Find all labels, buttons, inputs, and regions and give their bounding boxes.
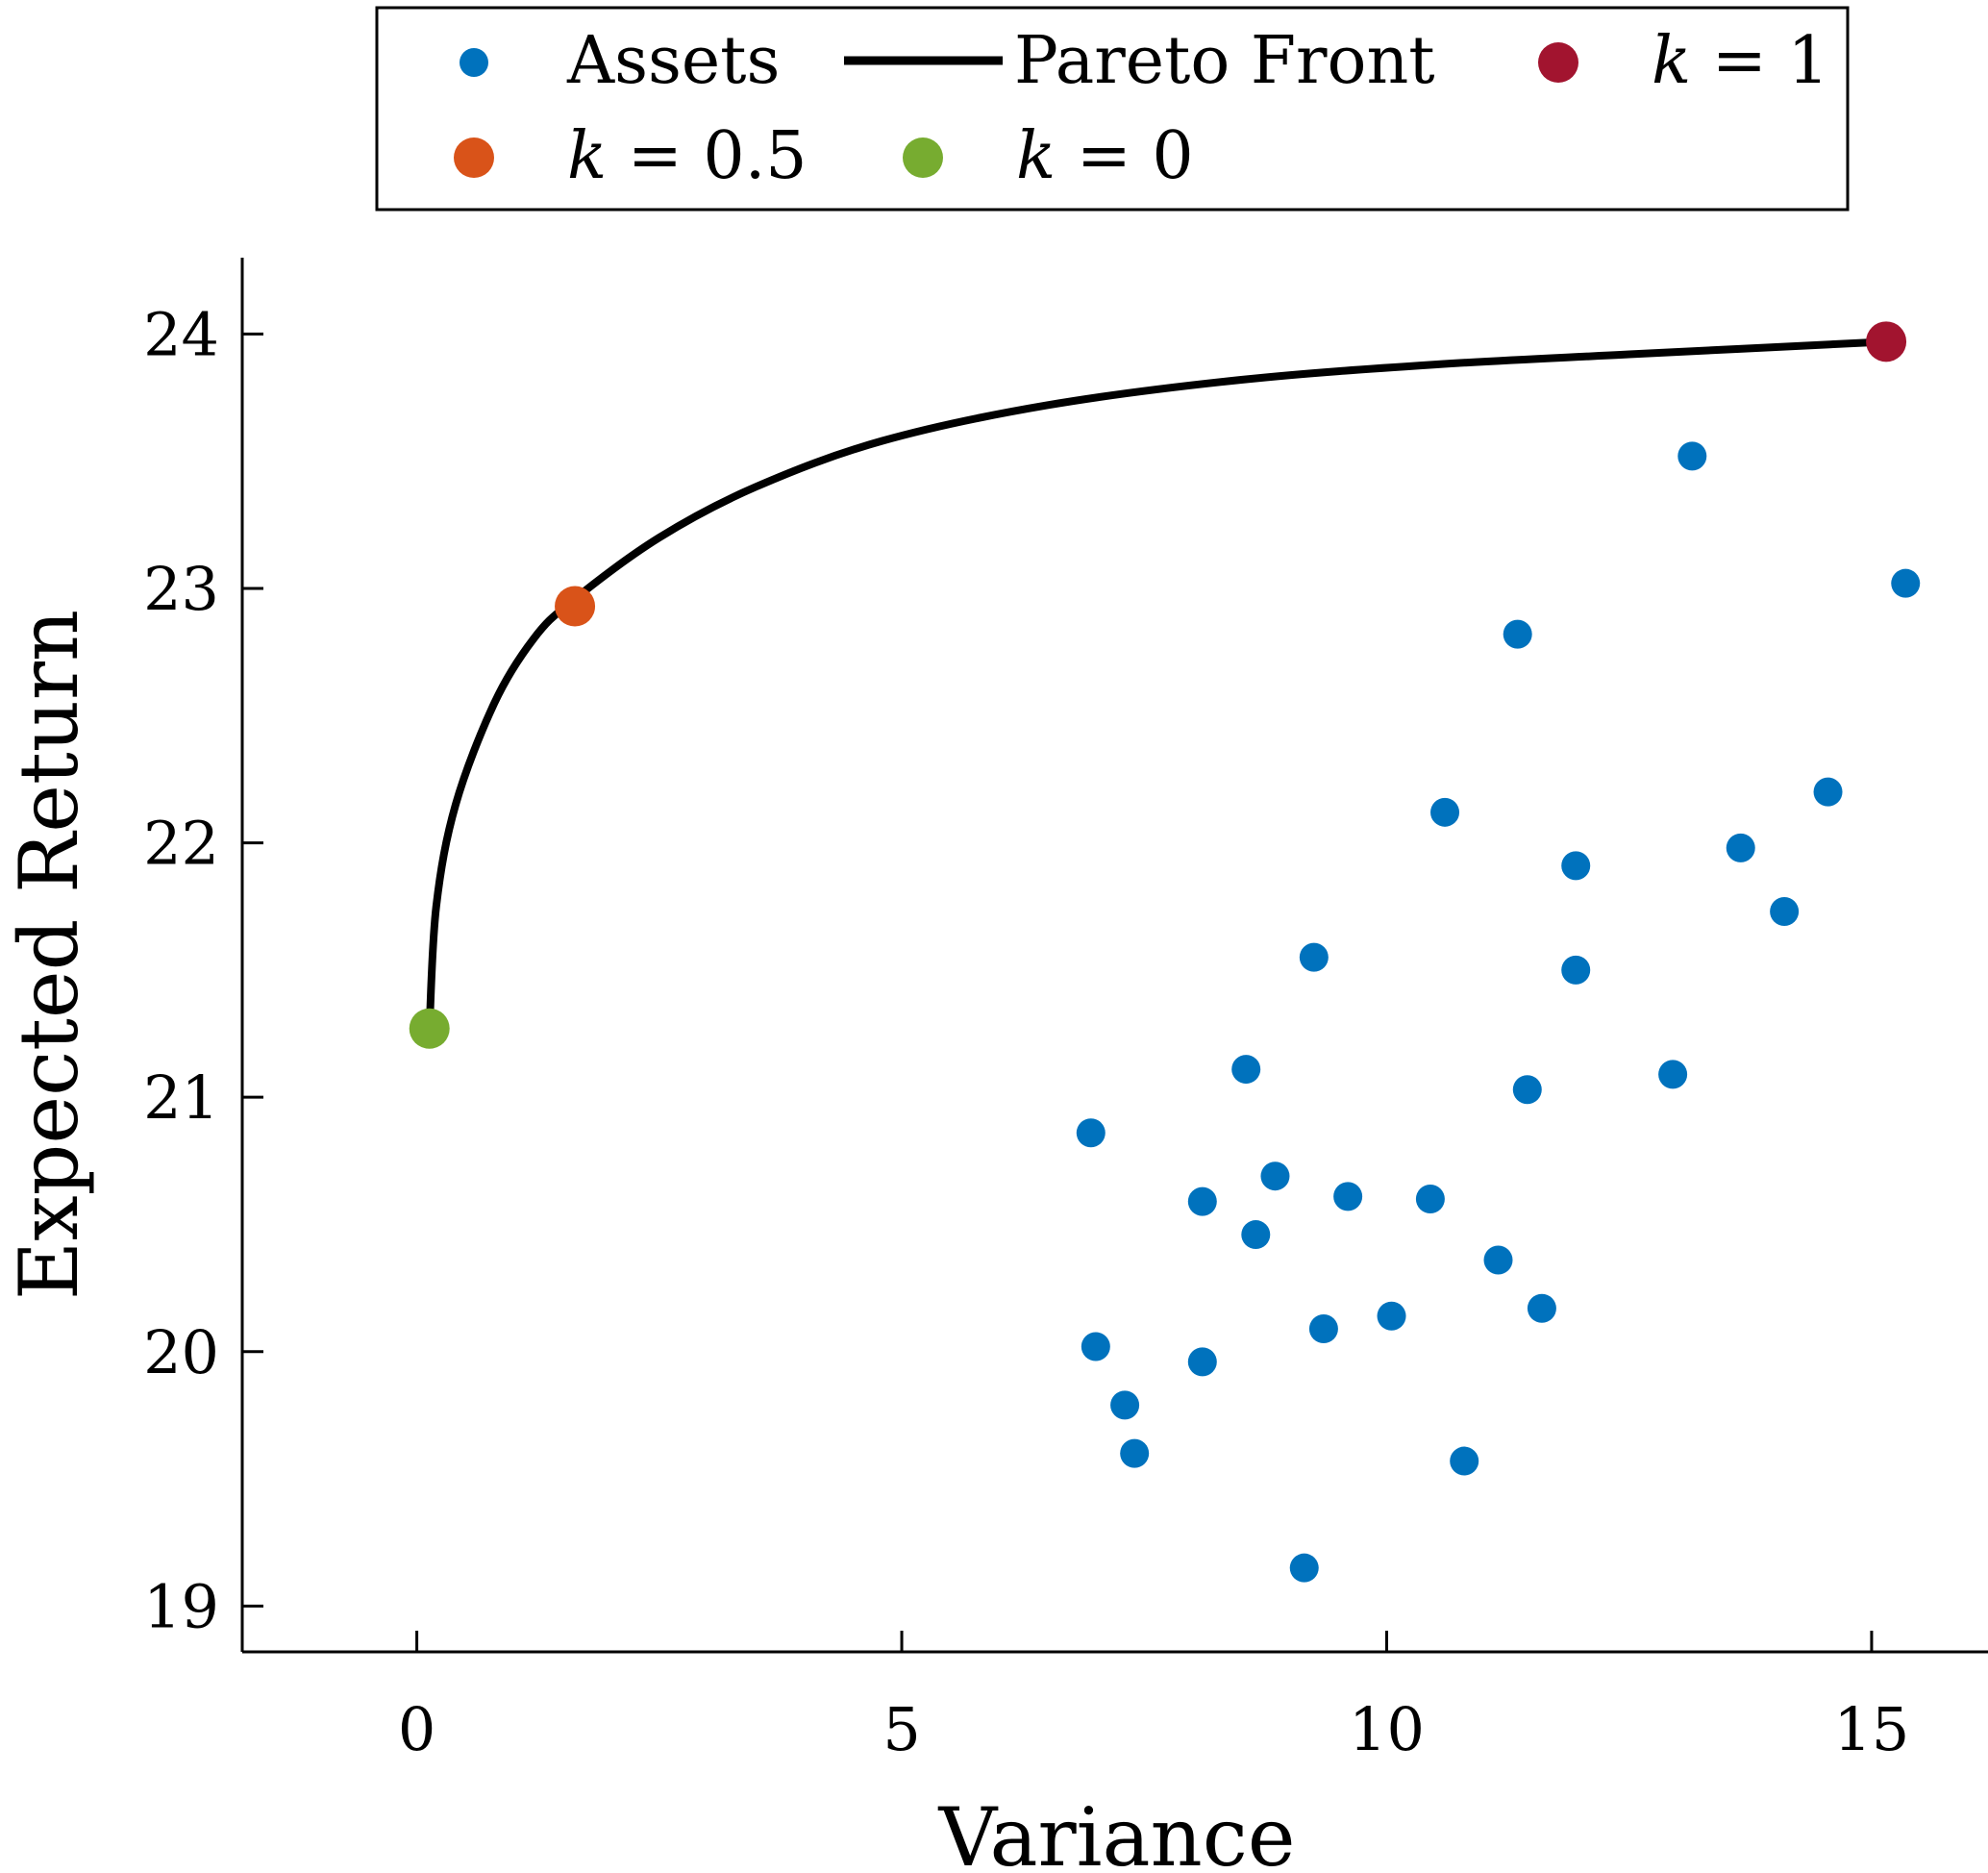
asset-point-3	[1813, 777, 1843, 807]
asset-point-9	[1561, 955, 1591, 985]
y-tick-label-2: 21	[143, 1062, 219, 1133]
legend-label-k05-eq: = 0.5	[607, 118, 807, 194]
asset-point-28	[1289, 1553, 1319, 1583]
y-tick-label-3: 22	[143, 809, 219, 879]
asset-point-13	[1076, 1118, 1106, 1148]
legend-label-k0-eq: = 0	[1056, 118, 1193, 194]
axes: 0 5 10 15 19 20 21 22 23 24 Variance Expected Re…	[2, 258, 1988, 1873]
asset-point-10	[1231, 1055, 1261, 1085]
legend-label-pareto-front: Pareto Front	[1014, 23, 1435, 99]
x-tick-label-3: 15	[1833, 1694, 1909, 1764]
x-tick-label-1: 5	[882, 1694, 920, 1764]
series-line-pareto-front	[425, 337, 1891, 1033]
asset-point-7	[1770, 897, 1800, 927]
asset-point-22	[1308, 1313, 1338, 1343]
asset-point-21	[1377, 1301, 1406, 1331]
legend-marker-k0	[903, 137, 943, 178]
legend-label-k1-var: k	[1652, 23, 1691, 99]
legend-marker-assets	[460, 48, 488, 77]
plot-area	[409, 321, 1921, 1583]
x-ticks: 0 5 10 15	[398, 1631, 1909, 1764]
marker-k-1	[1866, 321, 1907, 362]
legend-label-assets: Assets	[566, 23, 780, 99]
marker-k-0	[409, 1008, 450, 1049]
asset-point-24	[1187, 1347, 1217, 1377]
legend-label-k05: k = 0.5	[567, 118, 808, 194]
legend-label-k1-eq: = 1	[1691, 23, 1828, 99]
legend-label-k0-var: k	[1016, 118, 1056, 194]
legend-marker-k1	[1538, 42, 1578, 83]
asset-point-16	[1187, 1186, 1217, 1216]
asset-point-5	[1726, 833, 1755, 862]
asset-point-6	[1561, 851, 1591, 881]
asset-point-25	[1110, 1390, 1140, 1420]
asset-point-15	[1333, 1182, 1363, 1211]
asset-point-0	[1677, 441, 1707, 471]
legend-marker-k05	[454, 137, 494, 178]
y-tick-label-1: 20	[143, 1317, 219, 1387]
legend: Assets Pareto Front k = 1 k = 0.5 k = 0	[375, 6, 1850, 212]
legend-label-k1: k = 1	[1652, 23, 1829, 99]
x-tick-label-0: 0	[398, 1694, 435, 1764]
asset-point-17	[1415, 1185, 1445, 1214]
asset-point-2	[1503, 619, 1532, 649]
legend-label-k05-var: k	[567, 118, 607, 194]
asset-point-26	[1120, 1438, 1150, 1468]
y-tick-label-0: 19	[143, 1571, 219, 1641]
asset-point-23	[1081, 1332, 1110, 1361]
x-axis-title: Variance	[938, 1790, 1296, 1873]
asset-point-18	[1241, 1220, 1271, 1250]
asset-point-4	[1430, 797, 1460, 827]
asset-point-11	[1658, 1060, 1688, 1089]
asset-point-1	[1891, 568, 1921, 598]
legend-box	[375, 6, 1850, 212]
asset-point-27	[1450, 1446, 1479, 1476]
y-axis-title: Expected Return	[2, 610, 96, 1300]
y-tick-label-5: 24	[143, 299, 219, 369]
asset-point-14	[1260, 1161, 1290, 1191]
x-tick-label-2: 10	[1349, 1694, 1425, 1764]
marker-k-0-5	[555, 586, 596, 627]
legend-label-k0: k = 0	[1016, 118, 1194, 194]
asset-point-19	[1483, 1245, 1513, 1275]
y-ticks: 19 20 21 22 23 24	[143, 299, 263, 1641]
y-tick-label-4: 23	[143, 554, 219, 624]
asset-point-20	[1527, 1293, 1556, 1323]
asset-point-8	[1299, 942, 1329, 972]
asset-point-12	[1512, 1075, 1542, 1105]
